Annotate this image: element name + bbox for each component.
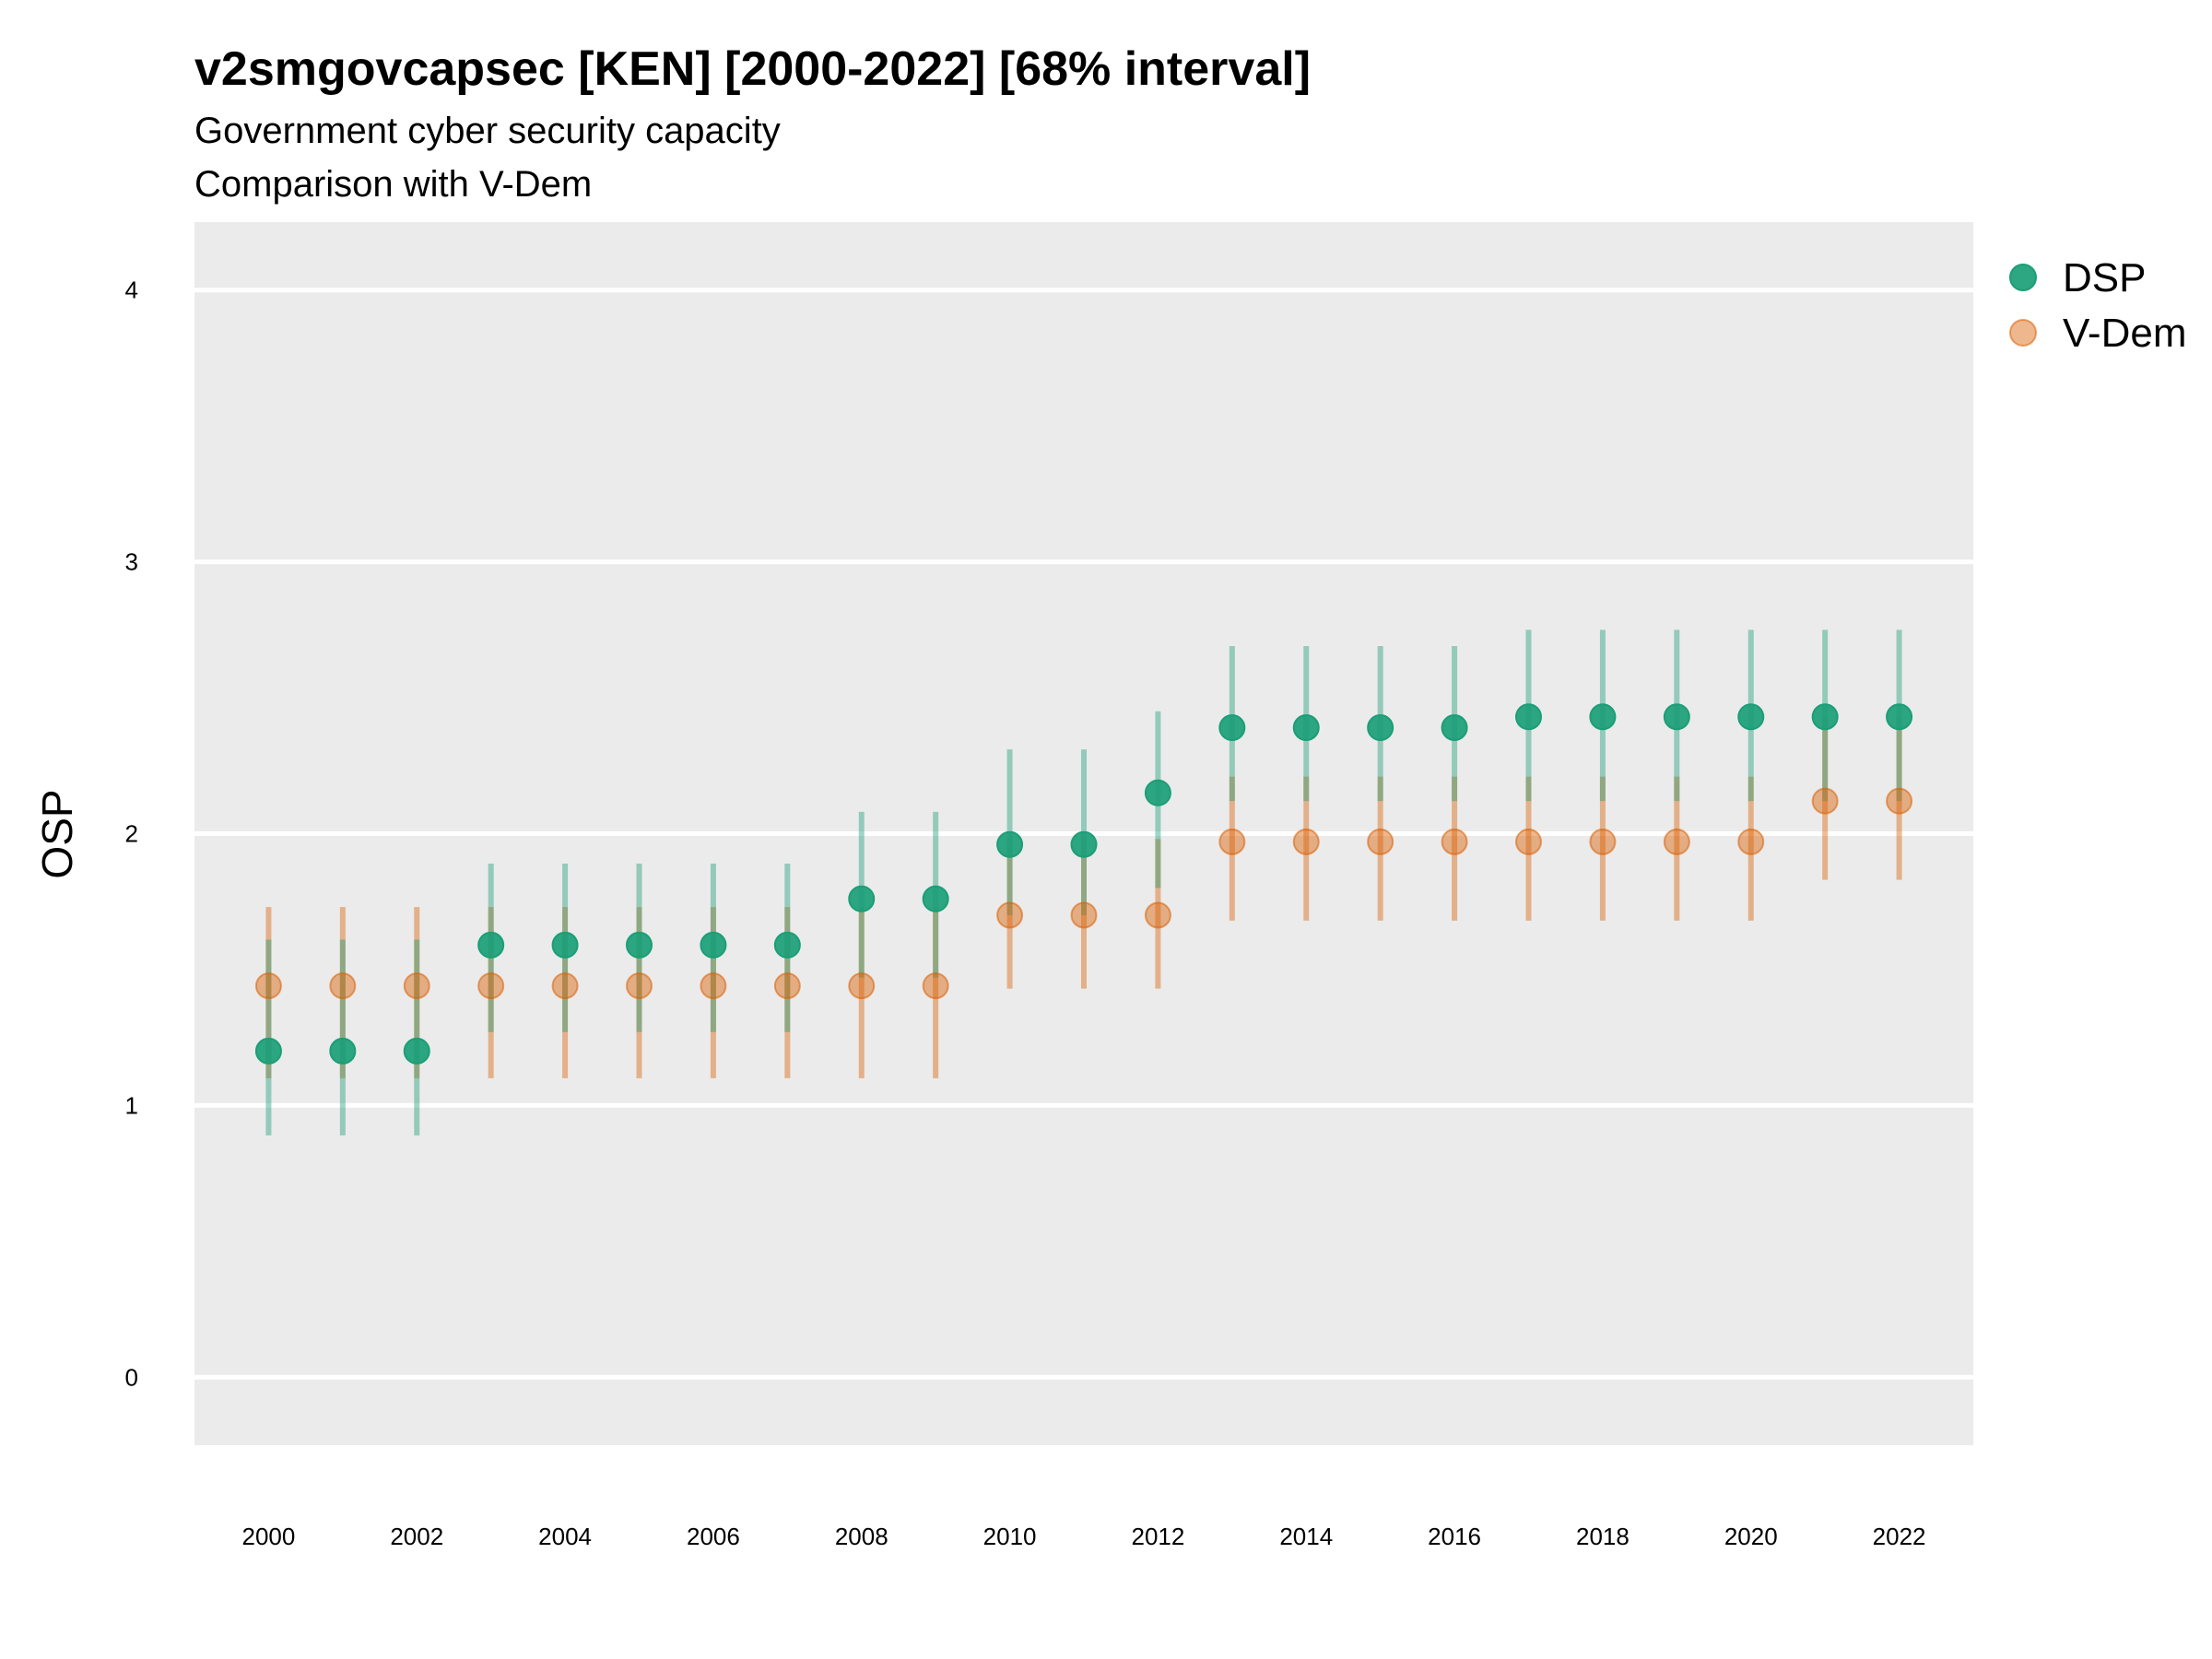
point-dsp-2001	[329, 1037, 357, 1065]
point-v-dem-2015	[1367, 828, 1394, 855]
x-tick-label-2004: 2004	[538, 1523, 592, 1550]
point-v-dem-2017	[1515, 828, 1542, 855]
point-dsp-2006	[700, 931, 727, 959]
x-tick-label-2012: 2012	[1131, 1523, 1184, 1550]
point-v-dem-2018	[1589, 828, 1617, 855]
point-dsp-2019	[1663, 703, 1690, 731]
point-v-dem-2016	[1441, 828, 1468, 855]
point-v-dem-2004	[551, 972, 579, 1000]
x-tick-label-2006: 2006	[687, 1523, 740, 1550]
x-tick-label-2022: 2022	[1873, 1523, 1926, 1550]
y-tick-label-2: 2	[125, 820, 138, 848]
chart-subtitle-line-1: Government cyber security capacity	[194, 111, 781, 151]
point-v-dem-2003	[477, 972, 505, 1000]
y-tick-label-1: 1	[125, 1091, 138, 1119]
point-dsp-2022	[1886, 703, 1913, 731]
point-dsp-2008	[848, 885, 876, 912]
point-dsp-2018	[1589, 703, 1617, 731]
point-dsp-2015	[1367, 713, 1394, 741]
x-tick-label-2014: 2014	[1279, 1523, 1333, 1550]
x-axis-ticks: 2000 2002 2004 2006 2008 2010 2012 2014 2016 2018…	[241, 1523, 1925, 1550]
y-axis-label: OSP	[33, 789, 81, 878]
point-v-dem-2022	[1886, 787, 1913, 815]
point-v-dem-2008	[848, 972, 876, 1000]
point-v-dem-2000	[254, 972, 282, 1000]
point-dsp-2012	[1144, 779, 1171, 806]
point-dsp-2004	[551, 931, 579, 959]
x-tick-label-2008: 2008	[835, 1523, 888, 1550]
point-v-dem-2011	[1070, 901, 1098, 929]
point-v-dem-2012	[1144, 901, 1171, 929]
point-dsp-2011	[1070, 830, 1098, 858]
x-tick-label-2000: 2000	[241, 1523, 295, 1550]
x-tick-label-2018: 2018	[1576, 1523, 1630, 1550]
point-v-dem-2005	[626, 972, 653, 1000]
point-dsp-2017	[1515, 703, 1542, 731]
point-dsp-2016	[1441, 713, 1468, 741]
point-v-dem-2010	[996, 901, 1024, 929]
y-tick-label-3: 3	[125, 548, 138, 576]
point-v-dem-2006	[700, 972, 727, 1000]
point-dsp-2000	[254, 1037, 282, 1065]
point-v-dem-2001	[329, 972, 357, 1000]
point-dsp-2013	[1218, 713, 1246, 741]
legend-marker-v-dem	[2009, 319, 2037, 347]
point-dsp-2021	[1811, 703, 1839, 731]
point-v-dem-2013	[1218, 828, 1246, 855]
point-dsp-2009	[922, 885, 949, 912]
legend-label-v-dem: V-Dem	[2063, 311, 2186, 356]
y-tick-label-4: 4	[125, 276, 138, 304]
point-v-dem-2007	[773, 972, 801, 1000]
point-v-dem-2019	[1663, 828, 1690, 855]
y-axis-ticks: 0 1 2 3 4	[125, 276, 138, 1392]
point-dsp-2002	[403, 1037, 430, 1065]
y-tick-label-0: 0	[125, 1363, 138, 1391]
x-tick-label-2010: 2010	[983, 1523, 1037, 1550]
chart-title: v2smgovcapsec [KEN] [2000-2022] [68% int…	[194, 42, 1311, 96]
point-v-dem-2009	[922, 972, 949, 1000]
point-dsp-2020	[1737, 703, 1765, 731]
point-v-dem-2021	[1811, 787, 1839, 815]
x-tick-label-2002: 2002	[390, 1523, 443, 1550]
point-v-dem-2020	[1737, 828, 1765, 855]
legend-marker-dsp	[2009, 264, 2037, 291]
point-dsp-2014	[1292, 713, 1320, 741]
point-v-dem-2014	[1292, 828, 1320, 855]
point-dsp-2005	[626, 931, 653, 959]
point-dsp-2010	[996, 830, 1024, 858]
x-tick-label-2020: 2020	[1724, 1523, 1778, 1550]
legend: DSP V-Dem	[2009, 255, 2186, 356]
point-dsp-2007	[773, 931, 801, 959]
x-tick-label-2016: 2016	[1428, 1523, 1481, 1550]
legend-label-dsp: DSP	[2063, 255, 2146, 300]
point-v-dem-2002	[403, 972, 430, 1000]
chart-subtitle-line-2: Comparison with V-Dem	[194, 164, 592, 205]
data-points	[254, 703, 1913, 1065]
point-dsp-2003	[477, 931, 505, 959]
